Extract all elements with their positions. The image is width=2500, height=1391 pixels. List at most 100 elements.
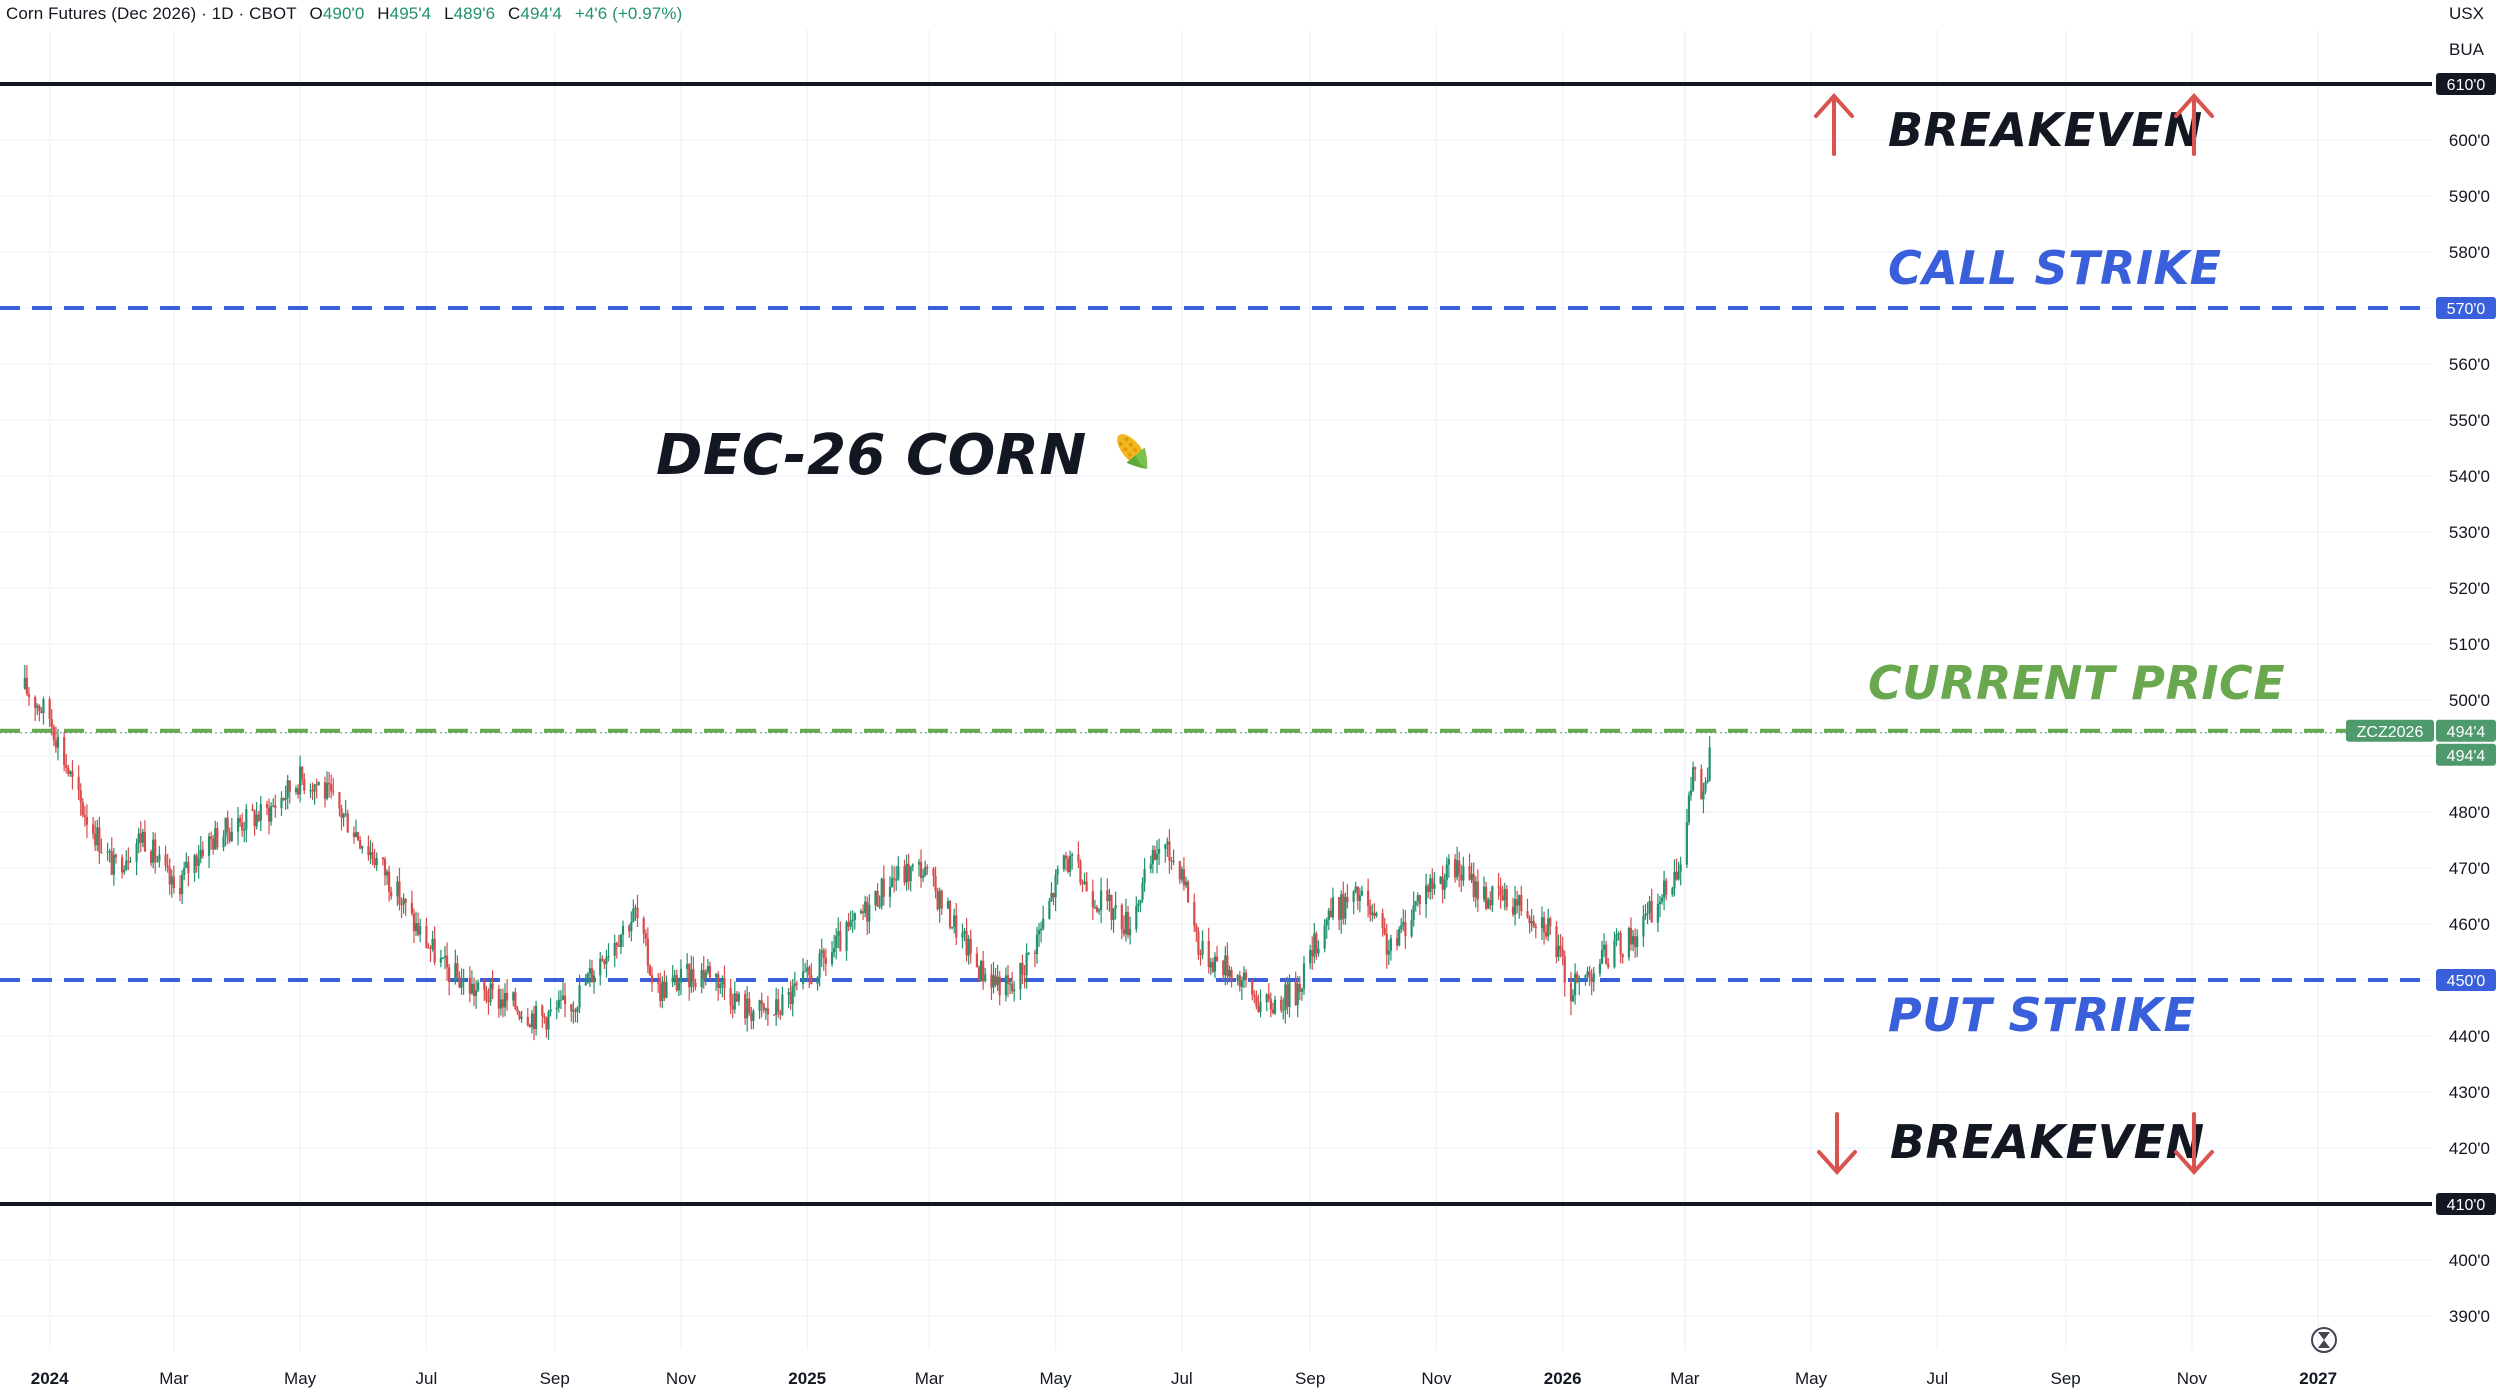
candle-down <box>744 994 747 1019</box>
candle-up <box>224 817 227 837</box>
price-tick-label: 400'0 <box>2449 1251 2490 1270</box>
candle-down <box>694 982 697 988</box>
candle-down <box>505 993 509 1001</box>
candle-down <box>1607 963 1610 968</box>
candle-up <box>1584 975 1587 978</box>
candle-down <box>1694 767 1697 770</box>
unit-label[interactable]: BUA <box>2449 40 2484 59</box>
candle-down <box>1023 974 1026 976</box>
currency-label[interactable]: USX <box>2449 4 2484 23</box>
candle-up <box>1482 886 1486 900</box>
candle-down <box>187 861 190 874</box>
candle-up <box>1671 888 1674 895</box>
candle-down <box>85 817 89 825</box>
candle-up <box>1447 859 1450 865</box>
clock-icon[interactable] <box>2311 1327 2337 1353</box>
candle-down <box>969 938 972 954</box>
candle-down <box>330 784 333 792</box>
candle-up <box>1236 975 1239 981</box>
candle-up <box>36 705 39 709</box>
candle-up <box>1617 933 1620 935</box>
low-label: L <box>444 4 454 23</box>
candle-down <box>367 846 370 856</box>
candle-up <box>719 984 722 989</box>
candle-up <box>1013 989 1016 992</box>
candle-down <box>893 878 896 880</box>
candle-up <box>561 995 565 1000</box>
time-tick-label: Nov <box>666 1369 697 1388</box>
candle-down <box>100 852 103 854</box>
candle-down <box>94 833 97 846</box>
candle-up <box>890 878 894 887</box>
candle-up <box>185 861 188 868</box>
candle-down <box>1534 926 1537 929</box>
candle-down <box>657 982 660 985</box>
candle-down <box>456 963 459 978</box>
price-tick-label: 600'0 <box>2449 131 2490 150</box>
candle-down <box>172 876 175 889</box>
time-axis: 2024 Mar May Jul Sep Nov 2025 Mar May Jul Sep Nov 20… <box>31 1369 2337 1388</box>
candle-up <box>1265 994 1268 1003</box>
candle-up <box>690 969 693 988</box>
candle-down <box>168 867 171 885</box>
candle-down <box>735 993 738 1002</box>
candle-down <box>1178 861 1181 880</box>
candle-up <box>1027 952 1030 954</box>
price-labels: 610'0 570'0 450'0 410'0 ZCZ2026 494'4 494'4 <box>2346 73 2496 1215</box>
lower-breakeven-price-pill <box>2436 1193 2496 1215</box>
candle-up <box>864 901 867 913</box>
arrow-up-icon <box>1814 93 1854 156</box>
candle-down <box>448 967 451 983</box>
candle-down <box>766 1008 769 1015</box>
candle-up <box>199 849 202 859</box>
candle-up <box>317 782 320 786</box>
candle-down <box>1342 894 1345 919</box>
candle-down <box>1315 933 1318 954</box>
candle-down <box>762 1003 765 1011</box>
candle-up <box>1631 936 1635 945</box>
candle-up <box>1487 899 1490 909</box>
candle-up <box>207 836 211 856</box>
candle-down <box>143 831 146 852</box>
candle-up <box>746 998 749 1019</box>
candle-down <box>65 765 68 768</box>
candle-down <box>1126 912 1130 936</box>
candle-up <box>1184 881 1188 886</box>
candle-up <box>1491 886 1494 906</box>
time-tick-label: 2027 <box>2299 1369 2337 1388</box>
candle-up <box>1513 899 1517 915</box>
candle-up <box>1704 782 1707 792</box>
candle-up <box>1424 885 1428 905</box>
candle-down <box>723 978 726 988</box>
close-value: 494'4 <box>520 4 562 23</box>
candle-up <box>961 932 964 938</box>
candle-up <box>375 857 378 866</box>
candle-up <box>286 780 289 798</box>
candle-down <box>352 832 356 838</box>
candle-down <box>777 999 780 1013</box>
candle-up <box>1658 901 1662 904</box>
chart-title: DEC-26 CORN <box>656 423 1159 488</box>
candle-down <box>563 995 567 1005</box>
symbol-name: Corn Futures (Dec 2026) · 1D · CBOT <box>6 4 297 23</box>
candle-up <box>112 854 115 875</box>
candle-up <box>1660 897 1664 902</box>
candle-down <box>1085 881 1088 892</box>
candle-down <box>216 828 219 848</box>
candle-up <box>1097 909 1101 912</box>
candle-down <box>1011 983 1014 992</box>
candle-up <box>1578 977 1581 982</box>
candle-down <box>1280 999 1283 1011</box>
candle-down <box>381 857 385 860</box>
candle-down <box>862 911 865 913</box>
candle-up <box>1706 780 1709 783</box>
candle-down <box>427 947 430 949</box>
candle-down <box>296 788 300 795</box>
last-price-text: 494'4 <box>2447 724 2486 741</box>
candle-down <box>940 890 943 909</box>
candle-down <box>731 1005 734 1010</box>
candle-down <box>1006 975 1010 984</box>
candle-up <box>1155 853 1159 860</box>
candle-up <box>1689 790 1693 796</box>
